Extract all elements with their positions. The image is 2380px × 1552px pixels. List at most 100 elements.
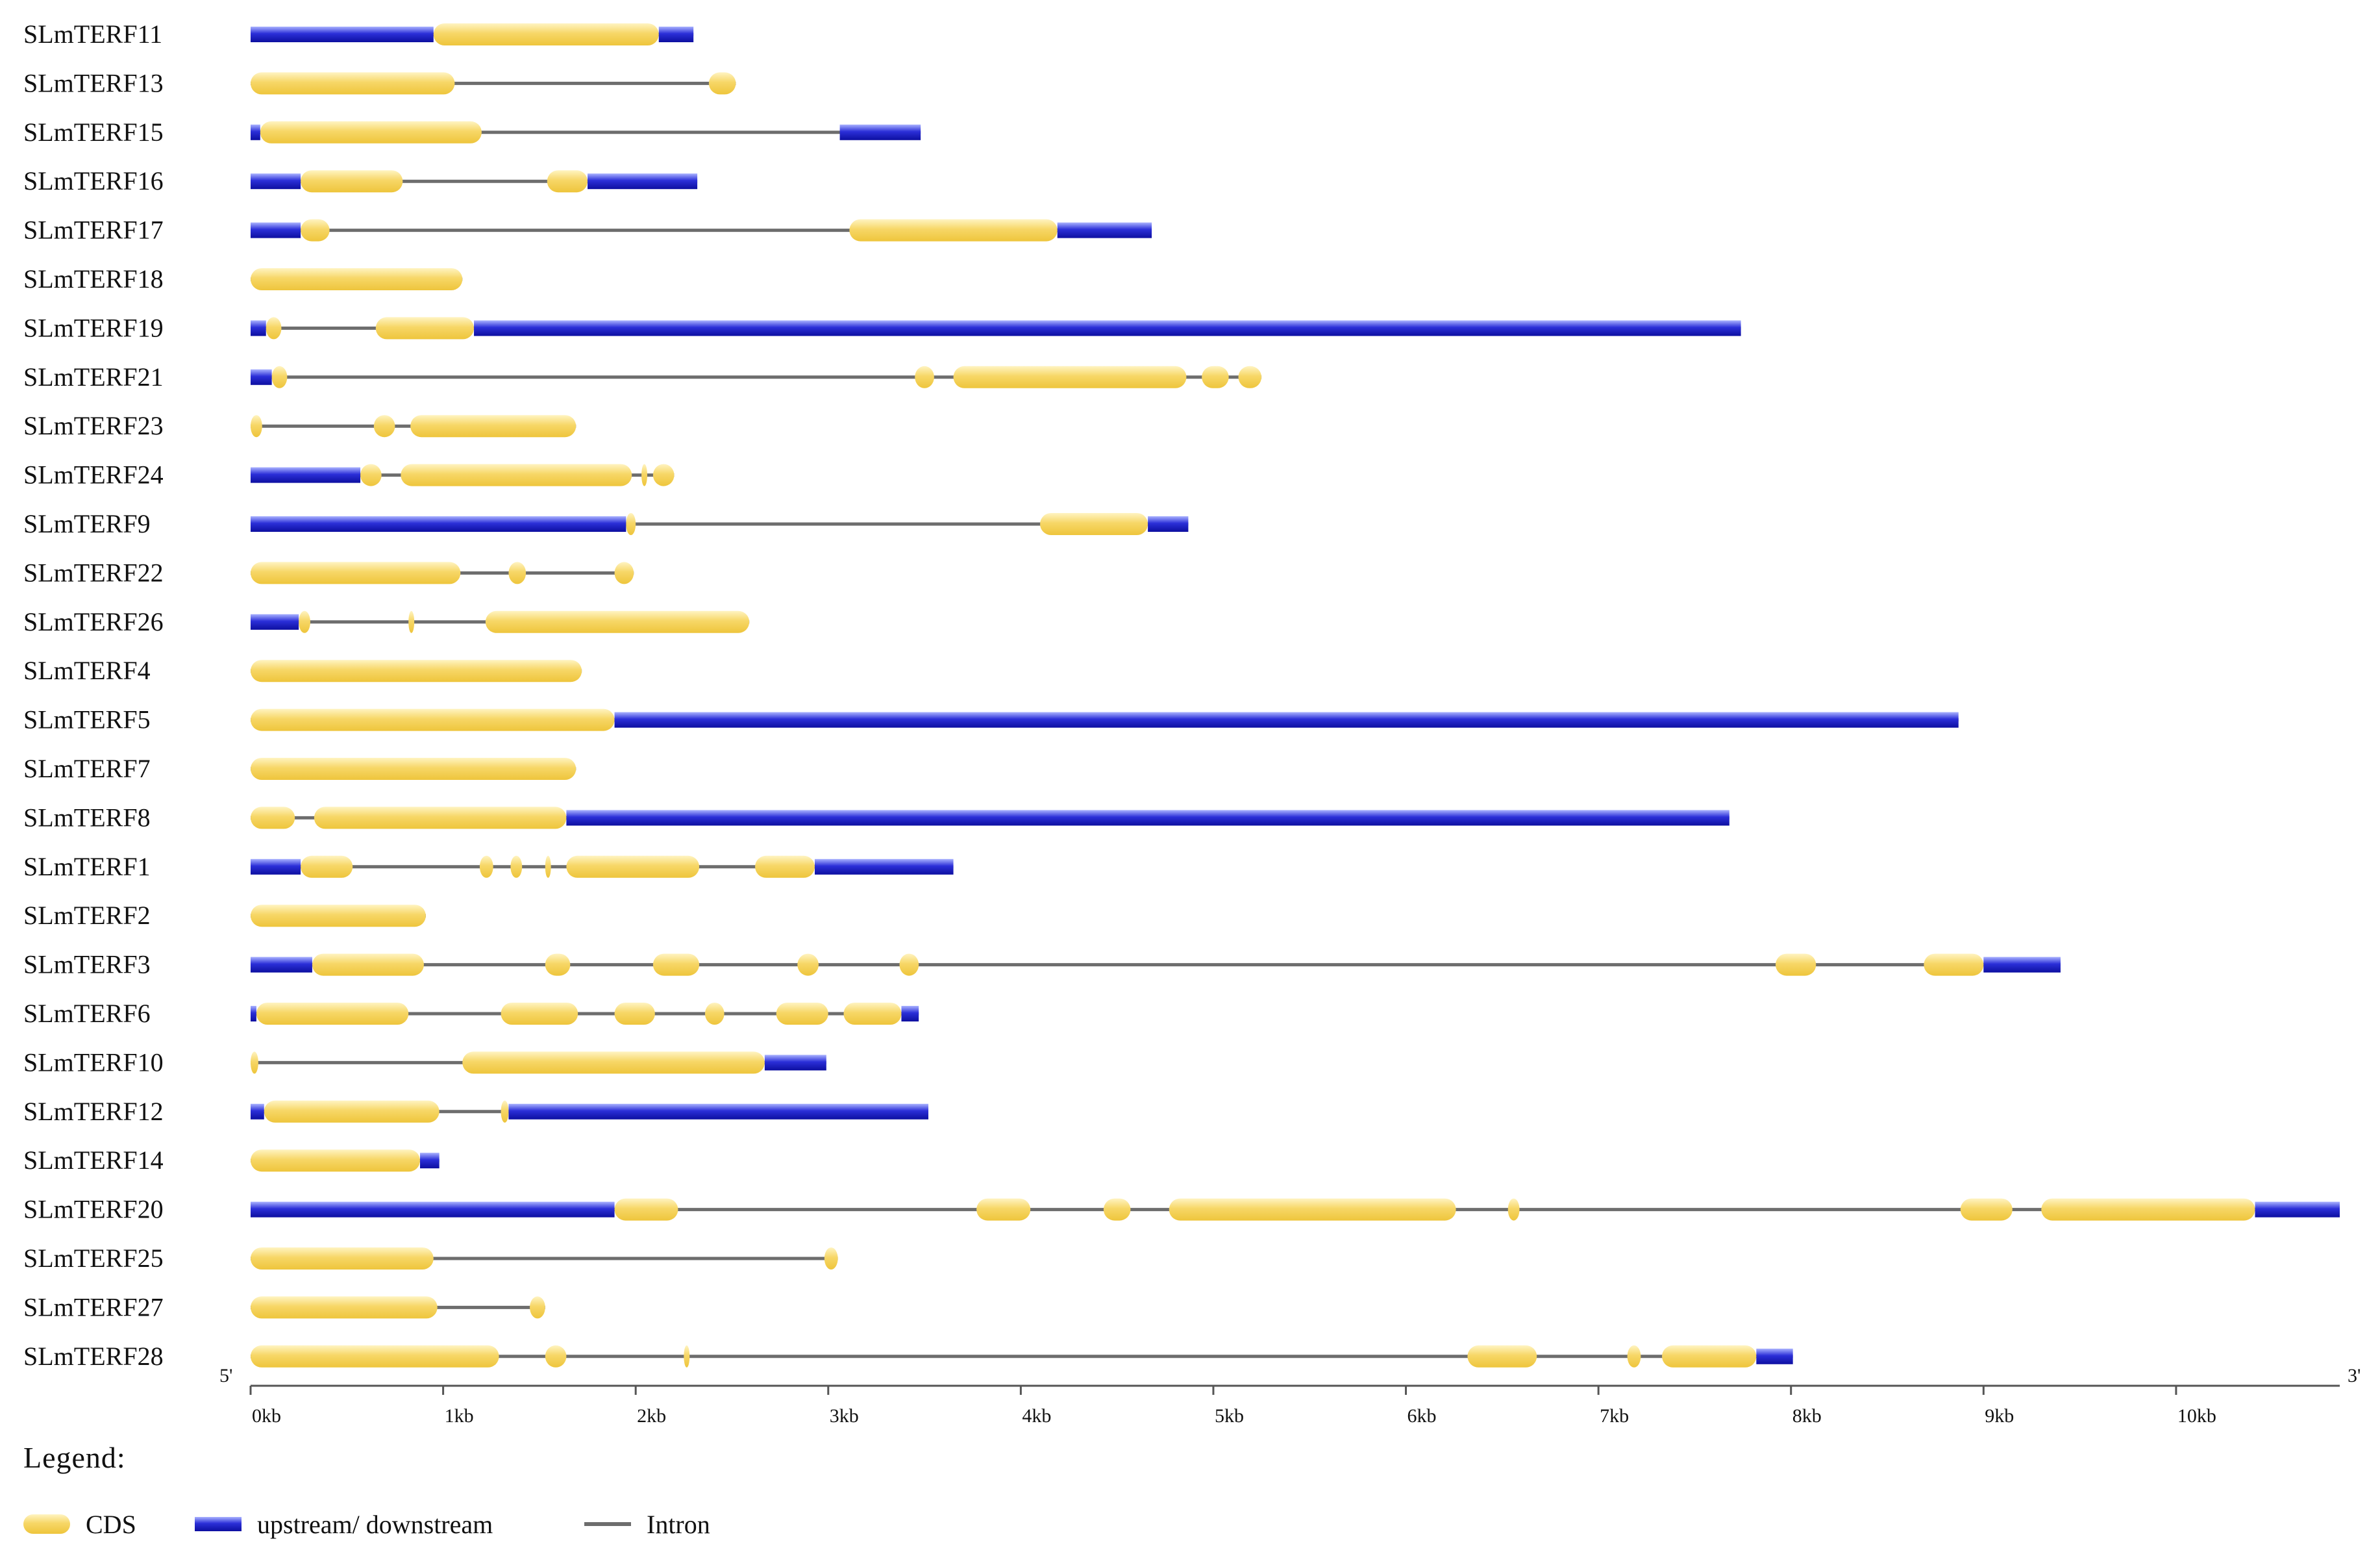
gene-label: SLmTERF28 <box>23 1342 164 1371</box>
x-tick-label: 3kb <box>830 1405 859 1427</box>
utr-segment <box>566 810 1729 826</box>
gene-label: SLmTERF6 <box>23 999 151 1028</box>
utr-segment <box>1057 222 1152 238</box>
cds-exon <box>251 1345 499 1368</box>
utr-segment <box>901 1006 919 1021</box>
cds-exon <box>271 366 288 388</box>
x-tick-label: 8kb <box>1792 1405 1822 1427</box>
cds-exon <box>652 464 675 486</box>
gene-label: SLmTERF11 <box>23 19 162 49</box>
gene-row: SLmTERF15 <box>23 118 921 147</box>
cds-exon <box>545 1345 567 1368</box>
axis-start-label: 5' <box>219 1365 232 1386</box>
cds-exon <box>266 317 282 340</box>
cds-exon <box>976 1198 1031 1221</box>
utr-segment <box>764 1055 826 1071</box>
utr-segment <box>251 124 260 140</box>
cds-exon <box>510 855 523 878</box>
x-tick-label: 9kb <box>1985 1405 2014 1427</box>
gene-label: SLmTERF9 <box>23 509 151 538</box>
utr-segment <box>251 516 626 532</box>
cds-exon <box>264 1100 440 1123</box>
gene-row: SLmTERF6 <box>23 999 919 1028</box>
cds-exon <box>501 1003 578 1025</box>
utr-segment <box>251 1006 256 1021</box>
cds-exon <box>408 610 415 633</box>
cds-exon <box>1467 1345 1537 1368</box>
cds-exon <box>797 953 819 976</box>
x-axis: 0kb 1kb 2kb 3kb 4kb 5kb 6kb 7kb 8kb 9kb 10kb 5' 3' <box>219 1365 2361 1427</box>
cds-exon <box>626 513 636 535</box>
gene-label: SLmTERF7 <box>23 754 151 783</box>
cds-exon <box>652 953 700 976</box>
cds-exon <box>375 317 475 340</box>
cds-exon <box>614 562 634 584</box>
cds-exon <box>301 219 330 242</box>
cds-exon <box>251 1149 420 1172</box>
utr-segment <box>1756 1348 1793 1364</box>
cds-exon <box>301 170 403 193</box>
cds-exon <box>299 610 310 633</box>
gene-label: SLmTERF13 <box>23 68 164 97</box>
cds-exon <box>301 855 353 878</box>
gene-row: SLmTERF20 <box>23 1195 2340 1224</box>
gene-row: SLmTERF25 <box>23 1244 838 1273</box>
cds-exon <box>545 855 551 878</box>
gene-label: SLmTERF21 <box>23 362 164 392</box>
utr-segment <box>474 320 1741 336</box>
gene-label: SLmTERF24 <box>23 460 164 490</box>
utr-segment <box>419 1153 440 1169</box>
utr-segment <box>251 858 301 875</box>
cds-exon <box>1627 1345 1641 1368</box>
axis-end-label: 3' <box>2348 1365 2361 1386</box>
cds-exon <box>410 415 576 438</box>
utr-segment <box>508 1103 928 1120</box>
gene-label: SLmTERF20 <box>23 1195 164 1224</box>
gene-row: SLmTERF18 <box>23 264 463 294</box>
legend: Legend: CDS upstream/ downstream Intron <box>23 1440 997 1544</box>
x-tick-label: 10kb <box>2177 1405 2216 1427</box>
gene-label: SLmTERF3 <box>23 950 151 979</box>
gene-row: SLmTERF28 <box>23 1342 1793 1371</box>
cds-exon <box>614 1198 678 1221</box>
cds-exon <box>776 1003 828 1025</box>
gene-label: SLmTERF14 <box>23 1145 164 1175</box>
gene-label: SLmTERF8 <box>23 803 151 832</box>
cds-exon <box>953 366 1187 388</box>
gene-label: SLmTERF17 <box>23 216 164 245</box>
utr-segment <box>251 27 434 42</box>
gene-row: SLmTERF2 <box>23 901 426 930</box>
cds-exon <box>462 1051 765 1074</box>
cds-exon <box>251 1051 258 1074</box>
gene-label: SLmTERF1 <box>23 852 151 881</box>
cds-exon <box>915 366 934 388</box>
gene-label: SLmTERF4 <box>23 656 151 685</box>
gene-row: SLmTERF26 <box>23 607 750 636</box>
cds-exon <box>1202 366 1229 388</box>
utr-segment <box>614 712 1959 728</box>
cds-exon <box>1924 953 1984 976</box>
legend-item-utr: upstream/ downstream <box>195 1508 493 1540</box>
cds-exon <box>256 1003 409 1025</box>
gene-label: SLmTERF10 <box>23 1047 164 1077</box>
cds-exon <box>251 72 455 95</box>
cds-exon <box>251 905 426 927</box>
utr-segment <box>251 1201 615 1218</box>
x-tick-label: 2kb <box>637 1405 666 1427</box>
cds-exon <box>251 1296 438 1319</box>
gene-label: SLmTERF15 <box>23 118 164 147</box>
cds-exon <box>251 708 615 731</box>
cds-exon <box>545 953 571 976</box>
cds-exon <box>312 953 424 976</box>
cds-exon <box>708 72 736 95</box>
cds-exon <box>314 807 567 829</box>
utr-segment <box>251 1103 264 1120</box>
gene-row: SLmTERF19 <box>23 313 1741 342</box>
gene-label: SLmTERF18 <box>23 264 164 294</box>
gene-label: SLmTERF23 <box>23 411 164 440</box>
gene-label: SLmTERF26 <box>23 607 164 636</box>
utr-swatch <box>195 1517 242 1531</box>
gene-row: SLmTERF17 <box>23 216 1152 245</box>
cds-exon <box>566 855 700 878</box>
